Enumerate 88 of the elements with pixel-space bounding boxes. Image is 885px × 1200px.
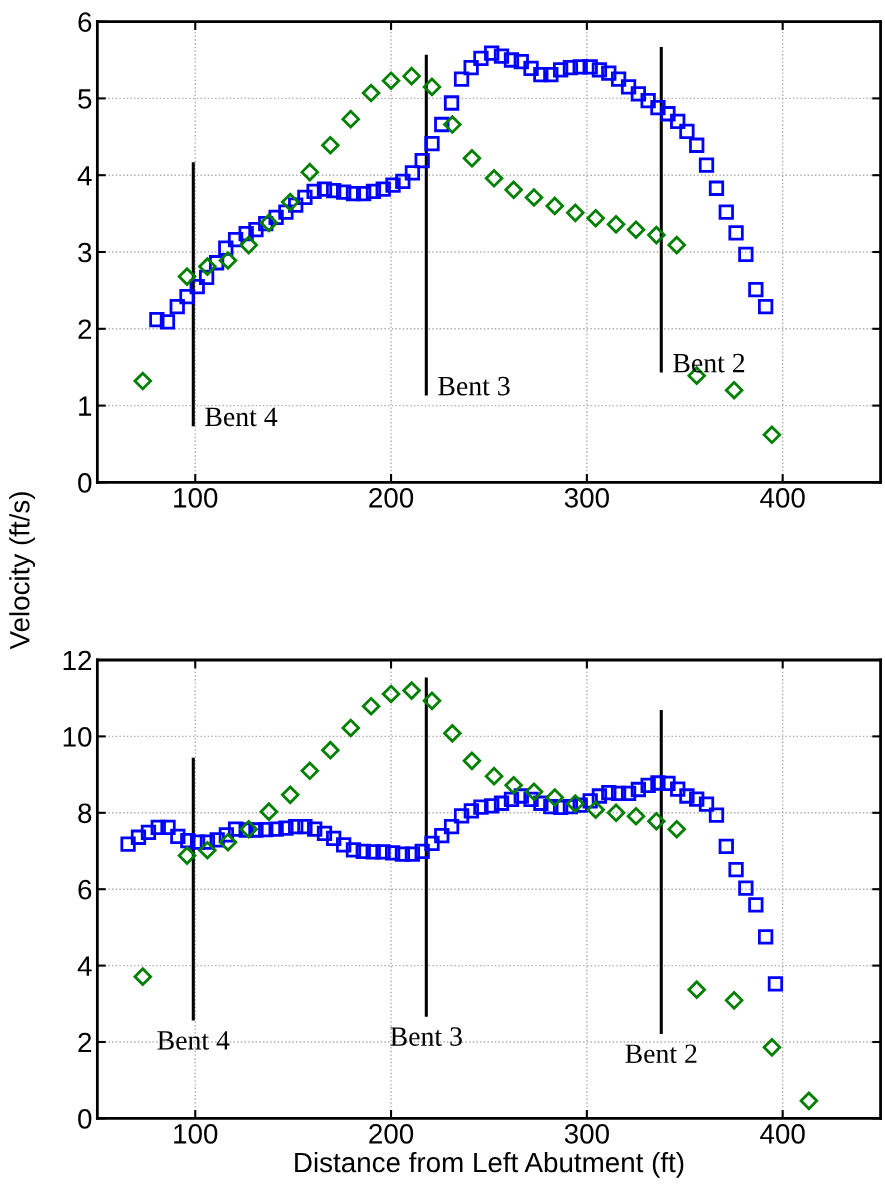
point xyxy=(545,196,564,216)
point xyxy=(259,802,279,821)
point xyxy=(361,83,381,103)
point xyxy=(280,192,300,212)
x-tick-label: 100 xyxy=(174,487,218,508)
x-axis-title: Distance from Left Abutment (ft) xyxy=(295,1151,684,1178)
x-tick-label: 200 xyxy=(369,1123,414,1144)
point xyxy=(504,180,523,200)
point xyxy=(381,71,401,90)
y-tick-label: 8 xyxy=(78,803,92,824)
annotation: Bent 3 xyxy=(438,376,510,396)
y-tick-label: 3 xyxy=(78,242,92,263)
x-tick-label: 200 xyxy=(369,487,414,508)
point xyxy=(218,251,238,270)
x-tick-label: 400 xyxy=(760,487,805,508)
y-tick-label: 6 xyxy=(78,12,92,32)
point xyxy=(361,696,381,716)
point xyxy=(799,1091,819,1111)
point xyxy=(422,691,442,711)
point xyxy=(484,766,504,786)
point xyxy=(341,718,360,738)
x-tick-label: 300 xyxy=(564,487,609,508)
point xyxy=(504,776,523,795)
annotation: Bent 4 xyxy=(205,407,278,427)
point xyxy=(566,794,585,813)
annotation: Bent 4 xyxy=(157,1031,230,1050)
point xyxy=(626,806,646,826)
point xyxy=(762,425,782,445)
y-tick-label: 2 xyxy=(78,1032,92,1053)
x-tick-label: 300 xyxy=(564,1123,609,1144)
point xyxy=(566,203,585,223)
point xyxy=(133,967,153,986)
point xyxy=(321,740,340,760)
point xyxy=(218,832,238,852)
point xyxy=(239,235,258,255)
point xyxy=(402,66,421,86)
annotation: Bent 2 xyxy=(673,353,745,373)
point xyxy=(198,257,217,276)
point xyxy=(422,77,442,97)
point xyxy=(259,213,279,233)
y-tick-label: 2 xyxy=(78,319,92,339)
point xyxy=(762,1038,782,1057)
y-tick-label: 5 xyxy=(78,89,92,109)
y-tick-label: 0 xyxy=(78,473,92,493)
point xyxy=(177,846,197,865)
y-tick-label: 12 xyxy=(63,650,92,671)
point xyxy=(647,225,666,245)
y-tick-label: 4 xyxy=(77,166,92,186)
point xyxy=(524,782,544,802)
point xyxy=(484,169,504,188)
point xyxy=(198,840,217,860)
point xyxy=(626,220,646,239)
point xyxy=(647,811,666,831)
y-tick-label: 1 xyxy=(79,396,92,416)
point xyxy=(462,149,482,168)
point xyxy=(280,785,300,805)
y-tick-label: 10 xyxy=(63,727,92,747)
point xyxy=(724,380,744,400)
x-tick-label: 100 xyxy=(174,1123,218,1144)
point xyxy=(133,371,153,391)
y-tick-label: 6 xyxy=(78,879,92,900)
x-tick-label: 400 xyxy=(760,1123,805,1144)
annotation: Bent 2 xyxy=(625,1044,697,1064)
point xyxy=(321,136,340,155)
point xyxy=(687,980,706,999)
point xyxy=(402,681,421,700)
point xyxy=(545,788,564,807)
point xyxy=(462,751,482,771)
point xyxy=(177,267,197,286)
point xyxy=(341,109,360,129)
point xyxy=(443,724,462,743)
point xyxy=(300,162,320,182)
point xyxy=(443,115,462,134)
point xyxy=(667,819,686,839)
point xyxy=(667,235,686,255)
point xyxy=(586,208,605,228)
y-tick-label: 0 xyxy=(78,1109,92,1129)
annotation: Bent 3 xyxy=(390,1027,462,1046)
point xyxy=(239,819,258,839)
point xyxy=(606,215,626,234)
point xyxy=(300,761,320,781)
point xyxy=(724,991,744,1010)
point xyxy=(586,800,605,819)
y-tick-label: 4 xyxy=(77,956,92,976)
point xyxy=(524,188,544,207)
point xyxy=(606,803,626,823)
point xyxy=(381,684,401,704)
y-axis-title: Velocity (ft/s) xyxy=(9,492,36,650)
